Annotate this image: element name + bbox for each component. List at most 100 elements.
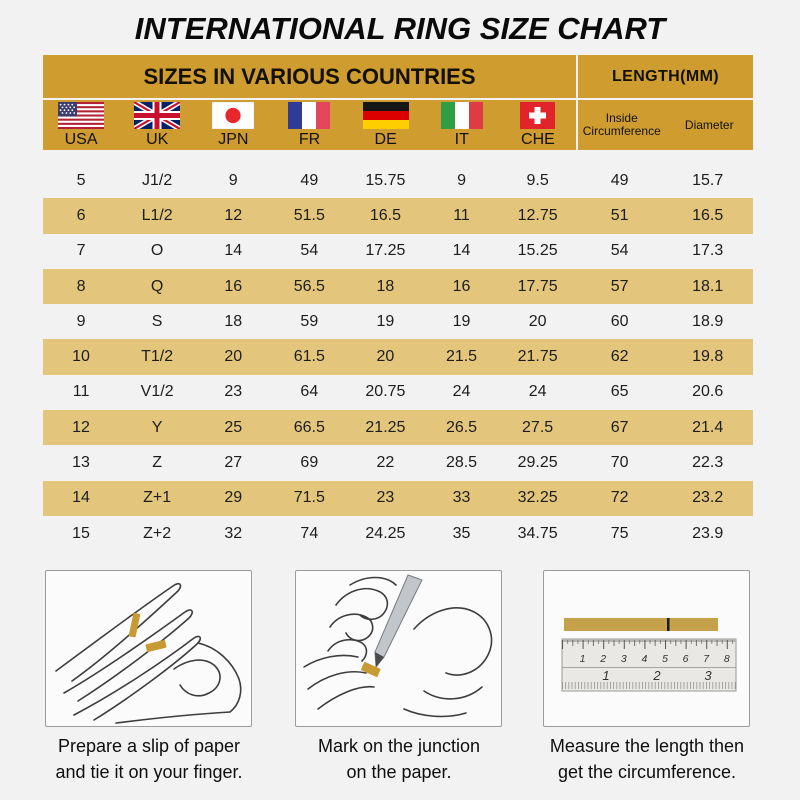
instruction-box-mark (295, 570, 502, 727)
table-cell: 71.5 (293, 489, 325, 507)
column-header-uk: UK (119, 100, 195, 150)
column-header-usa: USA (43, 100, 119, 150)
column-header-diameter: Diameter (666, 117, 754, 132)
instruction-caption-mark: Mark on the junction on the paper. (317, 736, 481, 782)
table-cell: 20.6 (692, 383, 724, 401)
table-cell: 29.25 (517, 454, 558, 472)
length-section-header: LENGTH(MM) (578, 55, 753, 98)
table-cell: 20.75 (365, 383, 406, 401)
table-cell: 13 (72, 454, 90, 472)
table-cell: S (151, 312, 163, 330)
paper-strip-end (145, 639, 167, 653)
table-cell: 26.5 (445, 418, 478, 436)
table-cell: J1/2 (142, 171, 173, 189)
table-cell: 65 (610, 383, 629, 401)
table-cell: 23.2 (692, 489, 724, 507)
column-header-de: DE (348, 100, 424, 150)
mark-on-strip (667, 618, 670, 631)
country-columns: USA UK (43, 100, 576, 150)
table-cell: 14 (224, 242, 243, 260)
table-cell: 9 (457, 171, 466, 189)
table-cell: 12 (72, 418, 90, 436)
table-cell: 23 (376, 489, 395, 507)
table-cell: Y (151, 418, 163, 436)
table-cell: 16 (224, 277, 243, 295)
table-cell: O (150, 242, 164, 260)
inside-circumference-label-line1: Inside (605, 111, 638, 125)
ruler-cm-number: 4 (641, 653, 647, 665)
united-states-flag-icon (58, 102, 105, 129)
table-row: 8 Q 16 56.5 18 16 17.75 57 18.1 (43, 268, 753, 305)
japan-flag-icon (212, 102, 255, 129)
column-header-jpn: JPN (195, 100, 271, 150)
ruler-measuring-illustration: 1 2 3 4 5 6 7 8 1 2 3 (561, 618, 737, 692)
length-columns: Inside Circumference Diameter (578, 100, 753, 150)
ruler: 1 2 3 4 5 6 7 8 1 2 3 (561, 638, 737, 692)
table-cell: 16.5 (369, 206, 401, 224)
table-cell: 24 (528, 383, 547, 401)
table-cell: 25 (224, 418, 243, 436)
table-cell: 20 (224, 348, 243, 366)
paper-strip (564, 618, 718, 631)
table-cell: 35 (452, 524, 471, 542)
pen-tip (375, 652, 384, 667)
table-cell: 29 (224, 489, 243, 507)
table-cell: 19.8 (692, 348, 724, 366)
table-cell: 51.5 (293, 206, 325, 224)
table-cell: 17.75 (517, 277, 558, 295)
table-section-headers: SIZES IN VARIOUS COUNTRIES LENGTH(MM) (43, 55, 753, 98)
table-cell: 9 (228, 171, 238, 189)
diameter-label: Diameter (684, 117, 734, 132)
table-cell: L1/2 (141, 206, 173, 224)
table-cell: 28.5 (445, 454, 478, 472)
table-cell: Q (150, 277, 164, 295)
ruler-cm-number: 3 (621, 653, 627, 665)
inside-circumference-label-line2: Circumference (582, 124, 661, 138)
germany-flag-icon (362, 102, 409, 129)
table-cell: 7 (76, 242, 86, 260)
table-cell: T1/2 (141, 348, 174, 366)
table-cell: V1/2 (140, 383, 174, 401)
table-cell: 49 (300, 171, 319, 189)
table-cell: 18 (224, 312, 243, 330)
country-code-label: UK (146, 131, 169, 148)
table-cell: 56.5 (293, 277, 325, 295)
pen (374, 574, 423, 669)
instruction-box-prepare (45, 570, 252, 727)
table-cell: 54 (300, 242, 319, 260)
pen-marking-paper-illustration (303, 574, 493, 718)
table-cell: Z+1 (143, 489, 172, 507)
ruler-cm-number: 7 (703, 653, 710, 665)
table-cell: 16 (452, 277, 471, 295)
table-cell: 59 (300, 312, 319, 330)
table-row: 12 Y 25 66.5 21.25 26.5 27.5 67 21.4 (43, 410, 753, 446)
table-cell: 21.4 (692, 418, 724, 436)
table-cell: 27 (224, 454, 243, 472)
table-cell: 14 (452, 242, 471, 260)
table-cell: 19 (452, 312, 471, 330)
size-table: SIZES IN VARIOUS COUNTRIES LENGTH(MM) (43, 55, 753, 551)
country-code-label: FR (298, 131, 321, 148)
table-cell: 64 (300, 383, 319, 401)
table-row: 6 L1/2 12 51.5 16.5 11 12.75 51 16.5 (43, 198, 753, 234)
italy-flag-icon (440, 102, 483, 129)
table-cell: 21.5 (445, 348, 478, 366)
paper-strip-on-finger (128, 612, 141, 638)
table-row: 14 Z+1 29 71.5 23 33 32.25 72 23.2 (43, 480, 753, 516)
countries-section-header: SIZES IN VARIOUS COUNTRIES (43, 55, 576, 98)
table-cell: 18 (376, 277, 395, 295)
table-cell: 15 (72, 524, 90, 542)
paper-strip-marked (361, 662, 381, 677)
table-cell: 21.75 (517, 348, 558, 366)
table-cell: 6 (76, 206, 86, 224)
table-cell: 15.25 (517, 242, 558, 260)
size-table-body: 5 J1/2 9 49 15.75 9 9.5 49 15.7 6 L1/2 12 51.5 16.5 11… (43, 163, 753, 551)
table-cell: 75 (610, 524, 629, 542)
table-cell: 11 (72, 383, 90, 401)
ruler-cm-number: 6 (683, 653, 689, 665)
table-cell: 8 (76, 277, 86, 295)
table-cell: 54 (610, 242, 629, 260)
table-cell: 18.1 (692, 277, 724, 295)
ruler-cm-number: 8 (724, 653, 730, 665)
table-cell: 62 (610, 348, 629, 366)
